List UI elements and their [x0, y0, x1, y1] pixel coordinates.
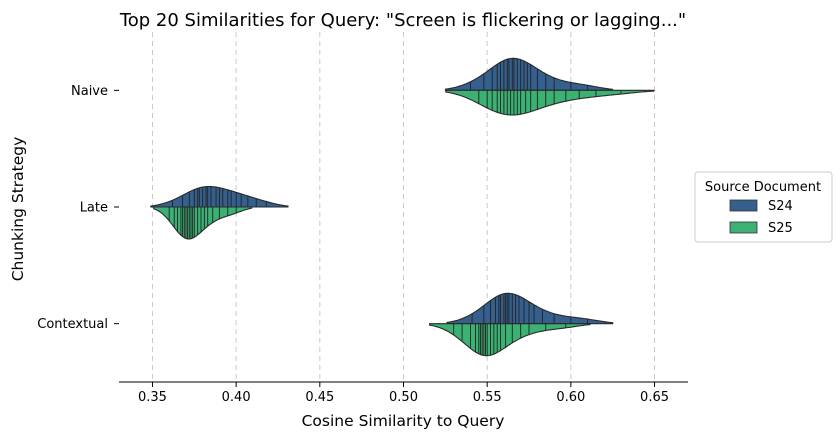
x-axis: 0.35 0.40 0.45 0.50 0.55 0.60 0.65	[119, 381, 688, 405]
y-tick-label: Naive	[71, 84, 108, 99]
violin-half-s24-contextual	[446, 292, 614, 325]
x-tick-label: 0.55	[473, 390, 502, 405]
legend-title: Source Document	[705, 180, 821, 195]
violins	[150, 57, 655, 357]
x-tick-label: 0.50	[389, 390, 418, 405]
legend-frame	[694, 171, 833, 243]
x-tick-label: 0.35	[138, 390, 167, 405]
legend-swatch-s25	[729, 221, 758, 234]
y-axis: Naive Late Contextual	[37, 84, 119, 332]
violin-half-s25-naive	[445, 89, 655, 116]
x-tick-label: 0.60	[556, 390, 585, 405]
y-tick-label: Contextual	[37, 317, 108, 332]
x-tick-label: 0.65	[640, 390, 669, 405]
legend-label-s25: S25	[768, 221, 793, 236]
x-tick-label: 0.45	[305, 390, 334, 405]
violin-half-s25-contextual	[428, 323, 591, 357]
legend: Source Document S24 S25	[694, 171, 833, 243]
chart-title: Top 20 Similarities for Query: "Screen i…	[119, 10, 686, 31]
x-axis-title: Cosine Similarity to Query	[302, 412, 505, 430]
legend-swatch-s24	[729, 199, 758, 212]
violin-half-s25-late	[153, 206, 253, 240]
legend-label-s24: S24	[768, 199, 793, 214]
y-tick-label: Late	[80, 201, 108, 216]
y-axis-title: Chunking Strategy	[9, 137, 27, 282]
violin-half-s24-naive	[444, 57, 614, 91]
x-tick-label: 0.40	[222, 390, 251, 405]
